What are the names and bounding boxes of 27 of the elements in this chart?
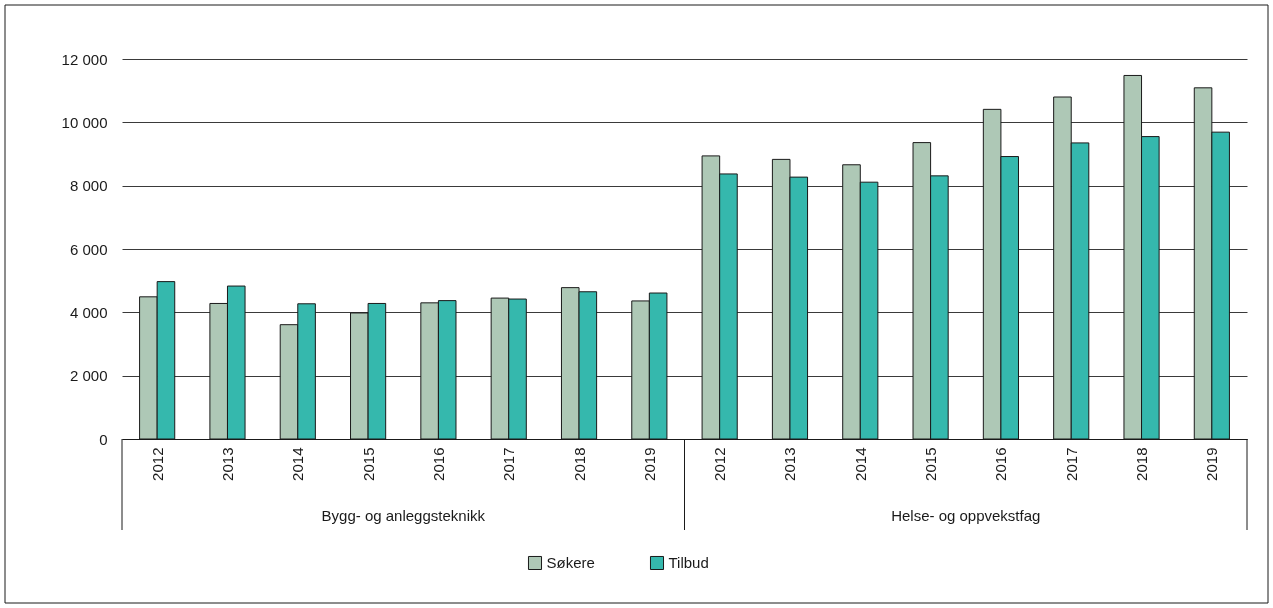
y-tick-label: 6 000 bbox=[69, 240, 108, 258]
x-tick-label: 2014 bbox=[851, 447, 869, 481]
y-tick-label: 8 000 bbox=[69, 177, 108, 195]
x-tick-label: 2013 bbox=[218, 447, 236, 481]
y-tick-label: 4 000 bbox=[69, 303, 108, 321]
legend-label: Tilbud bbox=[668, 553, 709, 571]
x-tick-label: 2018 bbox=[1133, 447, 1151, 481]
x-tick-label: 2012 bbox=[711, 447, 729, 481]
x-tick-label: 2016 bbox=[992, 447, 1010, 481]
x-tick-label: 2018 bbox=[570, 447, 588, 481]
y-tick-label: 10 000 bbox=[61, 113, 108, 131]
legend-label: Søkere bbox=[546, 553, 595, 571]
x-tick-label: 2015 bbox=[922, 447, 940, 481]
x-tick-label: 2012 bbox=[148, 447, 166, 481]
y-tick-label: 2 000 bbox=[69, 367, 108, 385]
y-tick-label: 12 000 bbox=[61, 50, 108, 68]
x-tick-label: 2017 bbox=[1062, 447, 1080, 481]
text: Bygg- og anleggsteknikk bbox=[321, 507, 486, 524]
text: Helse- og oppvekstfag bbox=[891, 507, 1041, 524]
x-tick-label: 2019 bbox=[1203, 447, 1221, 481]
x-tick-label: 2014 bbox=[289, 447, 307, 481]
x-tick-label: 2017 bbox=[500, 447, 518, 481]
x-tick-label: 2013 bbox=[781, 447, 799, 481]
y-tick-label: 0 bbox=[99, 430, 108, 448]
x-tick-label: 2015 bbox=[359, 447, 377, 481]
x-tick-label: 2016 bbox=[429, 447, 447, 481]
x-tick-label: 2019 bbox=[640, 447, 658, 481]
